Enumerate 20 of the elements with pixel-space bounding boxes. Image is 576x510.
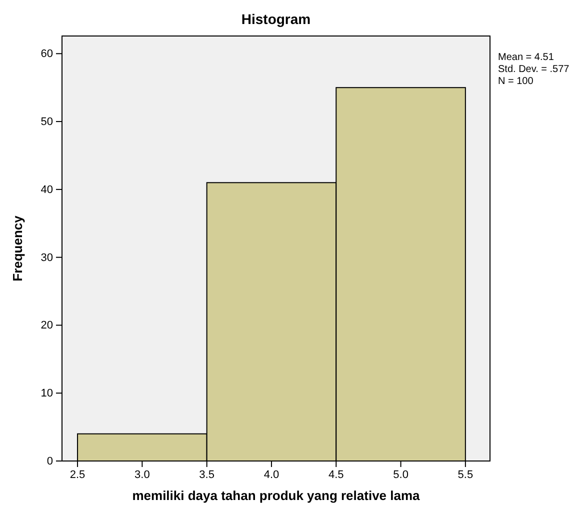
y-tick-label: 30 <box>40 252 53 264</box>
x-tick-label: 5.5 <box>458 468 474 481</box>
chart-title: Histogram <box>241 11 311 27</box>
y-tick-label: 40 <box>40 184 53 196</box>
x-axis-title: memiliki daya tahan produk yang relative lama <box>132 488 421 503</box>
x-tick-label: 4.0 <box>264 468 280 481</box>
x-tick-label: 5.0 <box>393 468 408 481</box>
y-tick-label: 0 <box>46 456 53 468</box>
text: N = 100 <box>498 76 534 87</box>
text: Std. Dev. = .577 <box>498 64 570 75</box>
y-tick-label: 50 <box>40 116 53 128</box>
x-tick-label: 4.5 <box>328 468 344 481</box>
x-tick-label: 2.5 <box>70 468 86 481</box>
text: Mean = 4.51 <box>498 52 554 63</box>
y-tick-label: 60 <box>40 48 53 60</box>
y-axis-title: Frequency <box>10 214 25 282</box>
x-tick-label: 3.0 <box>134 468 150 481</box>
x-tick-label: 3.5 <box>199 468 214 481</box>
y-tick-label: 10 <box>40 388 53 400</box>
y-tick-label: 20 <box>40 320 53 332</box>
